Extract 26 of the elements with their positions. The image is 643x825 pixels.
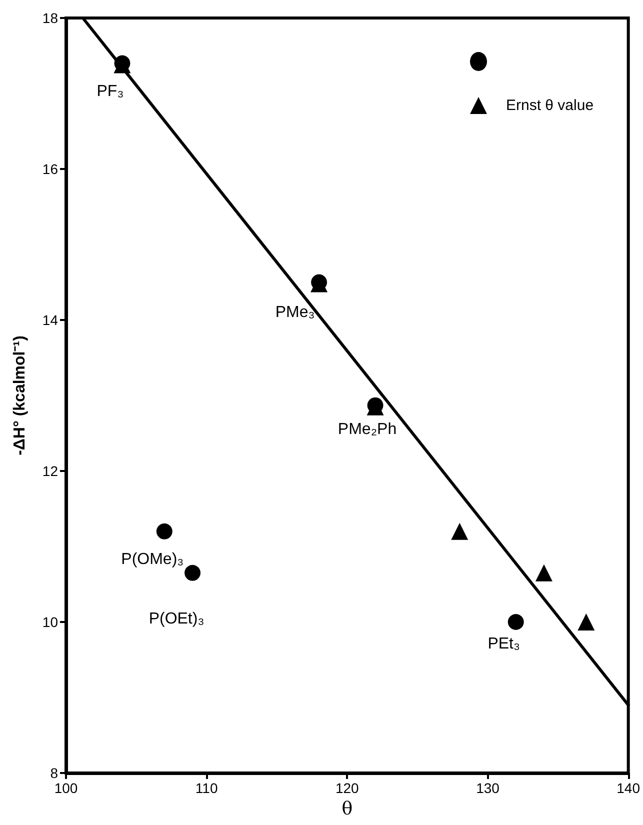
y-tick-label: 8 [50,765,58,781]
y-tick-label: 10 [42,614,58,630]
x-tick-label: 100 [54,780,78,796]
x-tick-label: 130 [476,780,500,796]
x-tick-label: 110 [195,780,218,796]
annotation: P(OMe)₃ [121,550,184,568]
point [578,614,595,630]
annotation: PEt₃ [488,636,520,652]
y-tick-label: 14 [42,312,58,328]
point [535,564,552,582]
x-tick-label: 120 [335,780,360,796]
x-axis-title: θ [342,798,353,820]
y-axis-title: -ΔH° (kcalmol⁻¹) [12,336,28,456]
point [451,522,468,540]
point [508,614,524,630]
point [184,564,201,581]
annotation: PF₃ [96,82,124,100]
annotation: PMe₂Ph [338,420,397,438]
annotation: P(OEt)₃ [148,610,204,628]
x-tick-label: 140 [616,780,640,796]
point [156,523,172,540]
annotation: PMe₃ [275,304,315,321]
y-tick-label: 12 [42,463,58,479]
y-tick-label: 18 [42,10,58,26]
y-tick-label: 16 [42,161,58,177]
legend-label: Ernst θ value [506,97,594,114]
